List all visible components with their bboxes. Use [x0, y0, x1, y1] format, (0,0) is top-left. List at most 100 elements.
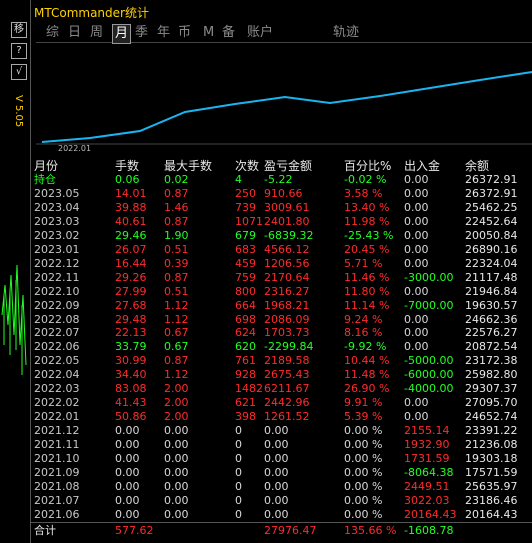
table-cell: 0.00 [264, 479, 289, 493]
table-cell: 1968.21 [264, 298, 310, 312]
table-cell: 27095.70 [465, 396, 518, 410]
column-header: 出入金 [404, 159, 441, 173]
table-cell: 3.58 % [344, 186, 383, 200]
table-cell: 2021.09 [34, 465, 80, 479]
table-cell: 11.98 % [344, 214, 390, 228]
table-cell: 29.26 [115, 270, 147, 284]
table-cell: 698 [235, 312, 256, 326]
table-cell: 2189.58 [264, 354, 310, 368]
table-cell: 6211.67 [264, 382, 310, 396]
table-cell: 22324.04 [465, 256, 518, 270]
table-cell: 0.00 [264, 493, 289, 507]
table-cell: 1.12 [164, 298, 189, 312]
total-divider [30, 522, 532, 523]
table-cell: 910.66 [264, 186, 303, 200]
table-cell: 34.40 [115, 368, 147, 382]
table-cell: 250 [235, 186, 256, 200]
mini-candles [1, 264, 27, 375]
tab[interactable]: 币 [178, 25, 192, 40]
column-header: 最大手数 [164, 159, 213, 173]
table-cell: 2022.04 [34, 368, 80, 382]
table-cell: 23391.22 [465, 424, 518, 438]
column-header: 余额 [465, 159, 490, 173]
table-cell: 2021.07 [34, 493, 80, 507]
tab[interactable]: 轨迹 [333, 25, 360, 40]
tab[interactable]: 季 [135, 25, 149, 40]
table-cell: 0.87 [164, 186, 189, 200]
table-cell: 0.87 [164, 270, 189, 284]
table-cell: 928 [235, 368, 256, 382]
table-cell: 11.48 % [344, 368, 390, 382]
table-cell: 21236.08 [465, 438, 518, 452]
table-cell: 0.00 [115, 438, 140, 452]
total-cell: 577.62 [115, 524, 154, 537]
table-cell: 1071 [235, 214, 263, 228]
title: MTCommander统计 [34, 6, 149, 20]
table-cell: 2022.02 [34, 396, 80, 410]
table-cell: 0.00 % [344, 507, 383, 521]
table-cell: 683 [235, 242, 256, 256]
table-cell: 2170.64 [264, 270, 310, 284]
table-cell: 21946.84 [465, 284, 518, 298]
table-cell: -7000.00 [404, 298, 454, 312]
table-cell: 1482 [235, 382, 263, 396]
tab[interactable]: 综 [46, 25, 60, 40]
table-cell: 2023.03 [34, 214, 80, 228]
table-cell: -25.43 % [344, 228, 394, 242]
table-cell: 2021.06 [34, 507, 80, 521]
table-cell: 0.87 [164, 354, 189, 368]
table-cell: 2022.01 [34, 410, 80, 424]
table-cell: 0.00 [404, 410, 429, 424]
side-button[interactable]: ? [11, 43, 27, 59]
table-cell: 2021.08 [34, 479, 80, 493]
tab[interactable]: 账户 [247, 25, 274, 40]
table-cell: 2401.80 [264, 214, 310, 228]
table-cell: 0.00 [404, 200, 429, 214]
table-cell: 13.40 % [344, 200, 390, 214]
table-cell: 0.00 % [344, 424, 383, 438]
tab[interactable]: 日 [68, 25, 82, 40]
table-cell: -5000.00 [404, 354, 454, 368]
table-cell: 0 [235, 507, 242, 521]
table-cell: 0.00 % [344, 465, 383, 479]
table-cell: 0.00 % [344, 493, 383, 507]
column-header: 次数 [235, 159, 260, 173]
table-cell: 2.00 [164, 382, 189, 396]
table-cell: 2086.09 [264, 312, 310, 326]
side-button[interactable]: 移 [11, 22, 27, 38]
table-cell: 29.46 [115, 228, 147, 242]
table-cell: 4566.12 [264, 242, 310, 256]
table-cell: 2022.12 [34, 256, 80, 270]
table-cell: 2022.09 [34, 298, 80, 312]
table-cell: 11.46 % [344, 270, 390, 284]
table-cell: 5.71 % [344, 256, 383, 270]
tab[interactable]: 周 [90, 25, 104, 40]
table-cell: 83.08 [115, 382, 147, 396]
tab[interactable]: 备 [222, 25, 236, 40]
side-button[interactable]: √ [11, 64, 27, 80]
table-cell: 9.24 % [344, 312, 383, 326]
table-cell: 0.00 [164, 507, 189, 521]
table-cell: 2021.12 [34, 424, 80, 438]
table-cell: 26.07 [115, 242, 147, 256]
table-cell: -6839.32 [264, 228, 314, 242]
tab[interactable]: M [203, 25, 215, 40]
table-cell: -9.92 % [344, 340, 387, 354]
table-cell: 761 [235, 354, 256, 368]
table-cell: 2022.11 [34, 270, 80, 284]
tab[interactable]: 年 [157, 25, 171, 40]
tab[interactable]: 月 [112, 24, 132, 44]
table-cell: 1261.52 [264, 410, 310, 424]
table-cell: 20872.54 [465, 340, 518, 354]
table-cell: 0.00 [164, 465, 189, 479]
table-cell: 0 [235, 465, 242, 479]
table-cell: 1731.59 [404, 452, 450, 465]
table-cell: 2.00 [164, 410, 189, 424]
table-cell: 2022.06 [34, 340, 80, 354]
table-cell: 21117.48 [465, 270, 518, 284]
table-cell: 1.90 [164, 228, 189, 242]
table-cell: 33.79 [115, 340, 147, 354]
table-cell: 459 [235, 256, 256, 270]
version: V 5.05 [13, 95, 24, 128]
column-header: 百分比% [344, 159, 392, 173]
